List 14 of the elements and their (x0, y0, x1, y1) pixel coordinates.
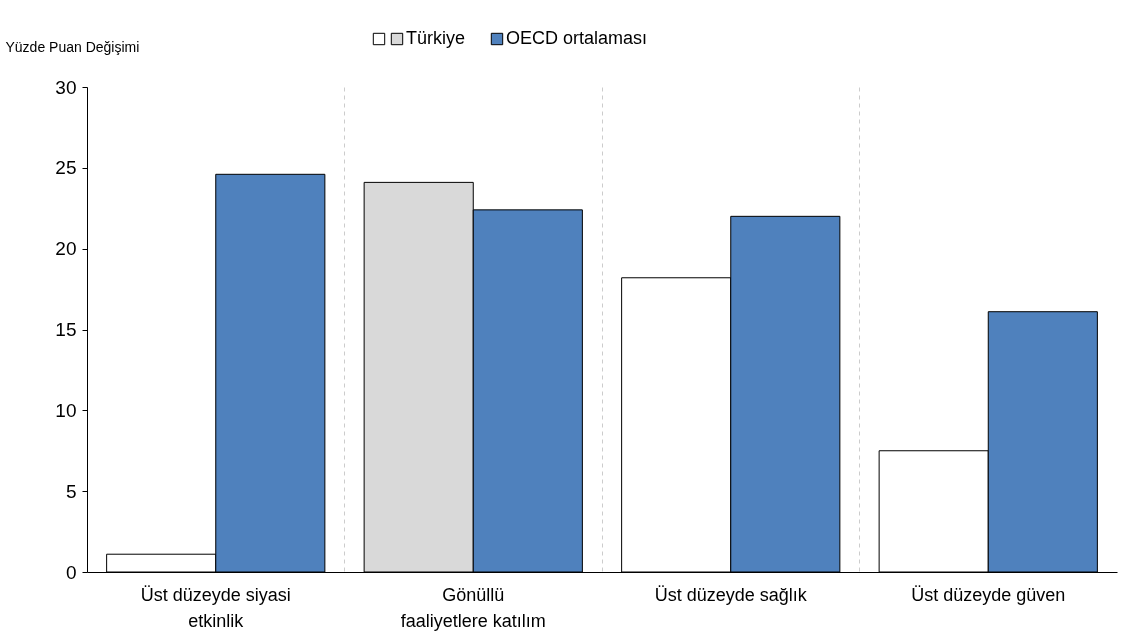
y-tick-label: 25 (55, 157, 77, 179)
y-tick-label: 0 (65, 561, 77, 583)
y-tick-label: 30 (55, 76, 77, 98)
legend-label: OECD ortalaması (506, 28, 648, 48)
x-tick-label: Üst düzeyde sağlık (654, 584, 808, 605)
y-axis-title: Yüzde Puan Değişimi (5, 38, 140, 55)
x-tick-label: Gönüllü faaliyetlere katılım (400, 584, 546, 631)
x-tick-label: Üst düzeyde güven (911, 584, 1066, 605)
y-tick-label: 20 (55, 238, 77, 260)
x-tick-label: Üst düzeyde siyasi etkinlik (140, 584, 291, 631)
legend-label: Türkiye (406, 28, 466, 48)
y-tick-label: 15 (55, 319, 77, 340)
y-tick-label: 10 (55, 399, 77, 421)
y-tick-label: 5 (65, 480, 77, 502)
